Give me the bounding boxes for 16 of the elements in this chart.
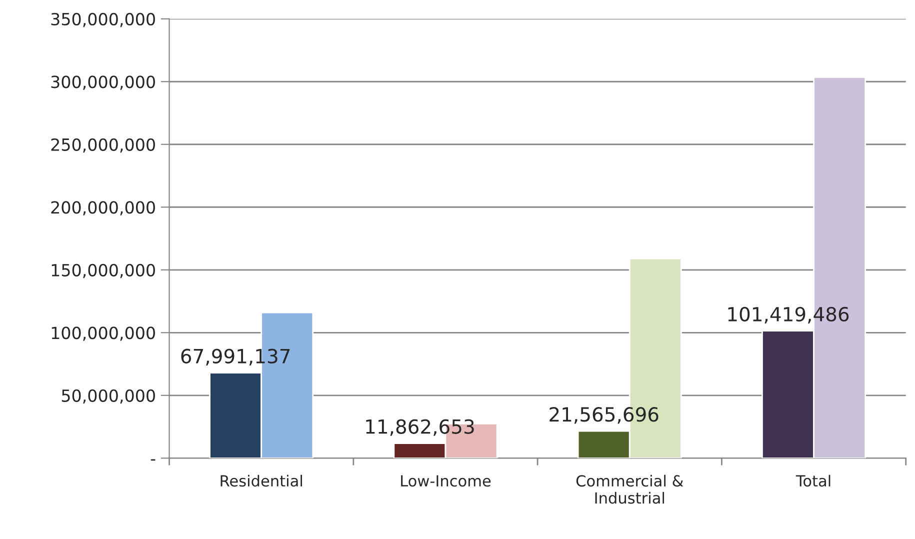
y-tick-label: 350,000,000 — [51, 12, 155, 28]
y-tick-label: 150,000,000 — [52, 264, 155, 278]
x-tick-label: Commercial & Industrial — [576, 474, 684, 504]
y-tick-label: 300,000,000 — [51, 76, 155, 90]
data-label: 11,862,653 — [366, 419, 474, 436]
x-tick-label: Total — [796, 474, 830, 487]
data-label: 67,991,137 — [181, 348, 290, 366]
x-tick-label: Low-Income — [401, 475, 491, 487]
y-tick-label: 200,000,000 — [51, 201, 155, 216]
data-label: 101,419,486 — [728, 306, 849, 324]
y-tick-label: 250,000,000 — [51, 138, 155, 153]
data-label: 21,565,696 — [550, 407, 658, 424]
y-tick-label: 50,000,000 — [62, 389, 155, 404]
x-tick-label: Residential — [220, 474, 302, 487]
y-tick-label: 100,000,000 — [52, 326, 155, 341]
y-tick-label: - — [150, 459, 156, 461]
